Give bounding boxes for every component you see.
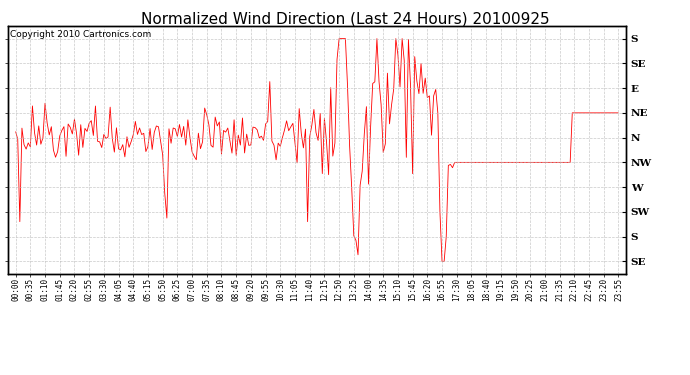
Text: Normalized Wind Direction (Last 24 Hours) 20100925: Normalized Wind Direction (Last 24 Hours…: [141, 11, 549, 26]
Text: Copyright 2010 Cartronics.com: Copyright 2010 Cartronics.com: [10, 30, 151, 39]
